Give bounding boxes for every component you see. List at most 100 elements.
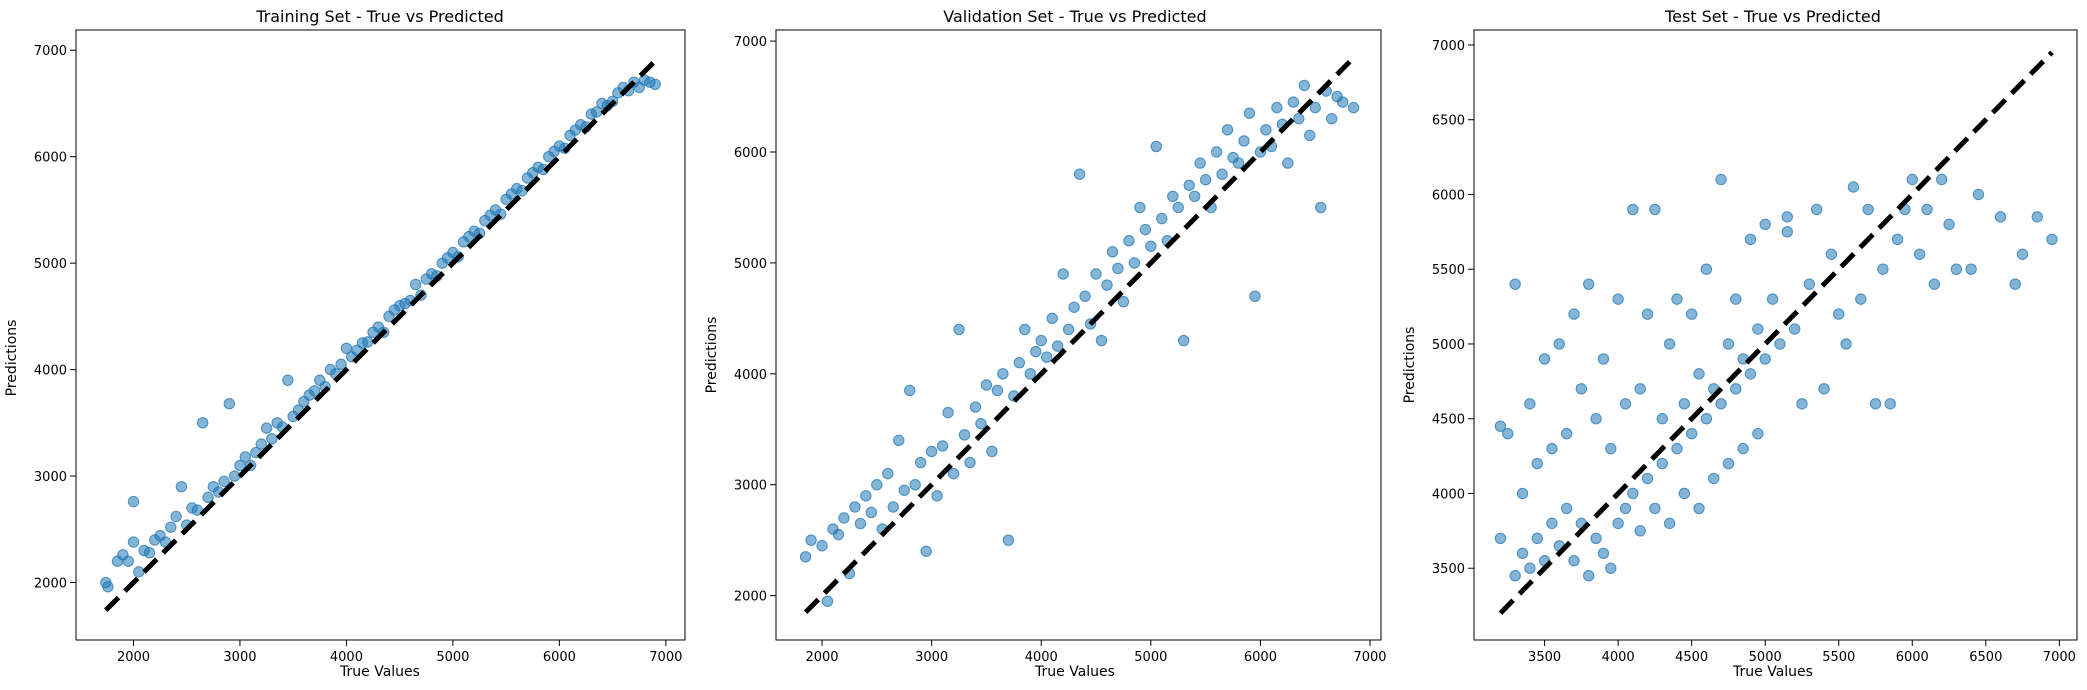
data-point [821, 595, 834, 607]
data-point [816, 540, 828, 552]
data-point [1597, 547, 1610, 559]
plot-frame [1473, 29, 2078, 641]
data-point [1013, 357, 1026, 369]
data-point [1502, 427, 1514, 440]
x-tick-label: 7000 [649, 650, 682, 665]
data-point [1095, 334, 1108, 347]
data-point [1315, 201, 1327, 214]
data-point [1855, 293, 1867, 305]
data-point [1293, 113, 1305, 125]
data-point [223, 397, 236, 410]
data-point [1722, 457, 1735, 470]
data-point [1693, 368, 1705, 380]
data-point [1282, 157, 1294, 169]
y-tick-label: 7000 [1432, 39, 1465, 54]
data-point [1627, 487, 1639, 500]
y-tick-label: 4500 [1432, 413, 1465, 428]
data-point [1090, 268, 1102, 280]
x-tick-label: 3500 [1528, 650, 1561, 665]
data-point [143, 547, 156, 559]
data-point [335, 358, 347, 370]
data-point [1178, 334, 1190, 347]
y-tick-label: 5000 [1432, 338, 1465, 353]
data-point [1123, 235, 1135, 247]
data-point [1062, 323, 1075, 336]
data-point [266, 433, 278, 445]
data-point [260, 422, 273, 434]
data-point [1774, 338, 1786, 350]
y-tick-label: 4000 [734, 368, 767, 383]
data-point [980, 379, 993, 391]
data-point [228, 470, 241, 482]
y-axis-label: Predictions [1402, 327, 1418, 404]
data-point [1649, 203, 1661, 216]
data-point [255, 438, 267, 450]
data-point [340, 342, 353, 355]
x-tick-label: 2000 [117, 650, 150, 665]
x-tick-label: 6000 [1896, 650, 1929, 665]
data-point [849, 501, 861, 513]
data-point [1041, 351, 1053, 363]
data-point [1759, 218, 1771, 231]
data-point [2031, 211, 2043, 223]
data-point [1524, 398, 1536, 410]
data-point [1656, 457, 1668, 470]
data-point [799, 551, 812, 563]
data-point [854, 517, 867, 530]
data-point [1627, 203, 1639, 216]
y-tick-label: 3000 [34, 470, 67, 485]
data-point [1199, 174, 1212, 186]
data-point [362, 336, 374, 348]
data-point [1840, 338, 1852, 350]
data-point [947, 467, 960, 480]
data-point [991, 384, 1004, 397]
data-point [1605, 562, 1617, 574]
data-point [1671, 442, 1683, 455]
y-tick-label: 6000 [34, 151, 67, 166]
data-point [1693, 502, 1705, 515]
data-point [1019, 323, 1031, 336]
data-point [1156, 212, 1168, 225]
data-point [1590, 413, 1602, 425]
data-point [127, 536, 140, 548]
test-chart: Test Set - True vs Predicted 3500 4000 450… [1402, 7, 2078, 680]
data-point [904, 384, 916, 397]
data-point [1538, 353, 1551, 365]
data-point [1139, 223, 1152, 236]
y-tick-label: 3500 [1432, 562, 1465, 577]
data-point [1796, 398, 1808, 410]
data-point [1509, 278, 1521, 290]
data-point [1759, 353, 1771, 365]
data-point [1906, 173, 1918, 186]
data-point [239, 451, 251, 463]
chart-title: Training Set - True vs Predicted [255, 7, 504, 26]
x-tick-label: 4000 [330, 650, 363, 665]
data-point [1833, 308, 1845, 320]
data-point [1781, 211, 1793, 223]
data-point [1943, 218, 1955, 231]
data-point [1877, 263, 1889, 275]
data-point [942, 406, 954, 419]
data-point [1106, 246, 1119, 258]
data-point [1568, 308, 1580, 320]
chart-title: Validation Set - True vs Predicted [943, 7, 1206, 26]
data-point [1568, 555, 1580, 567]
y-tick-label: 2000 [34, 577, 67, 592]
data-point [1238, 135, 1250, 147]
data-point [1073, 168, 1086, 180]
data-point [898, 484, 910, 496]
data-point [1781, 226, 1793, 238]
data-point [1825, 248, 1838, 260]
data-point [1752, 427, 1764, 440]
data-point [1972, 188, 1985, 201]
y-tick-label: 7000 [734, 35, 767, 50]
data-point [1030, 345, 1042, 358]
data-point [1663, 517, 1676, 530]
y-tick-label: 4000 [34, 364, 67, 379]
data-point [1928, 278, 1941, 290]
x-tick-label: 4000 [1602, 650, 1635, 665]
data-point [1117, 296, 1130, 308]
data-point [1649, 502, 1661, 515]
y-tick-label: 6000 [1432, 188, 1465, 203]
data-point [1722, 338, 1735, 350]
